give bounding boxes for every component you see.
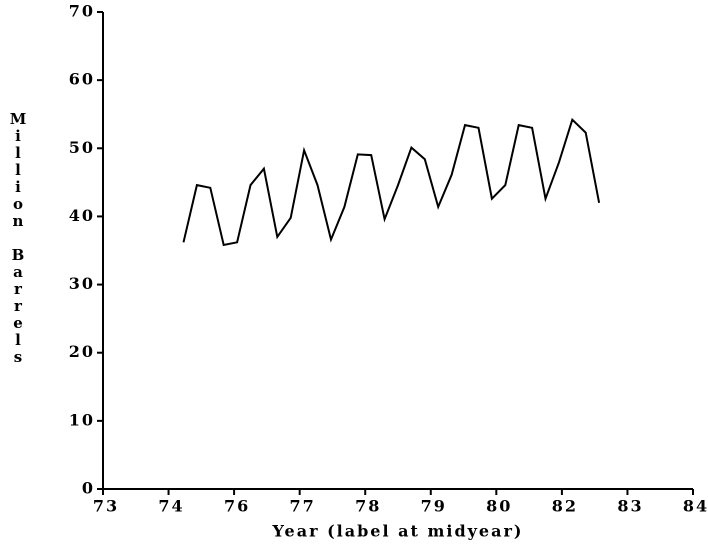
x-tick-label: 74 (158, 497, 184, 516)
y-tick-label: 70 (69, 2, 95, 21)
line-series (182, 117, 601, 247)
x-tick-label: 83 (617, 497, 643, 516)
x-axis-label: Year (label at midyear) (272, 522, 524, 541)
x-tick-label: 84 (683, 497, 708, 516)
x-tick-label: 82 (552, 497, 578, 516)
x-tick-label: 79 (421, 497, 447, 516)
x-tick-label: 80 (486, 497, 512, 516)
x-tick-label: 77 (290, 497, 316, 516)
y-tick-label: 0 (82, 479, 95, 498)
x-tick-label: 78 (355, 497, 381, 516)
y-tick-label: 50 (69, 138, 95, 157)
y-tick-label: 10 (69, 410, 95, 429)
x-tick-label: 76 (224, 497, 250, 516)
y-axis-label: Million Barrels (9, 110, 27, 365)
y-tick-label: 40 (69, 206, 95, 225)
x-tick-label: 73 (93, 497, 119, 516)
y-tick-label: 60 (69, 70, 95, 89)
y-tick-label: 30 (69, 274, 95, 293)
y-tick-label: 20 (69, 342, 95, 361)
